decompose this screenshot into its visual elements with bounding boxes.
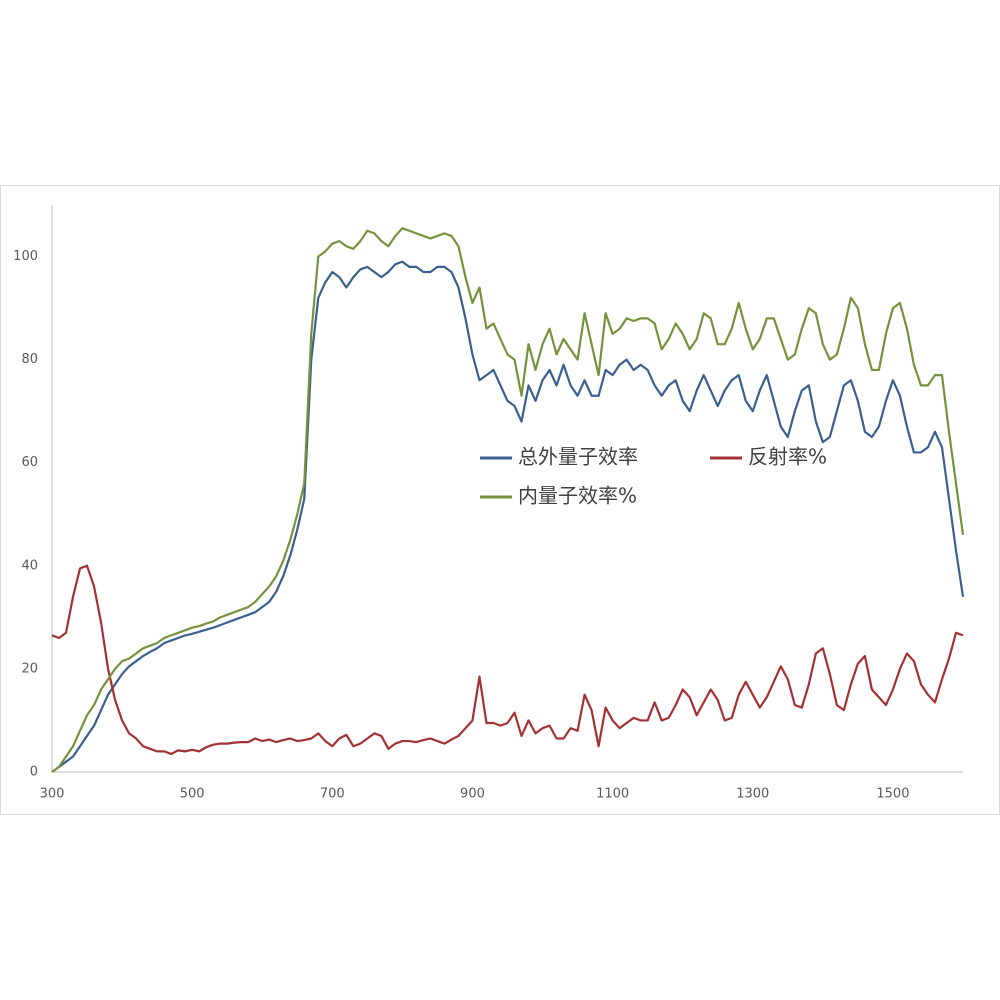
series-line xyxy=(51,227,965,773)
y-tick-label: 100 xyxy=(13,249,38,264)
series-line xyxy=(51,564,964,756)
series-line xyxy=(51,260,965,773)
x-tick-label: 500 xyxy=(180,787,205,802)
chart-frame xyxy=(0,185,1000,815)
x-tick-label: 1300 xyxy=(736,787,769,802)
legend-label: 反射率% xyxy=(748,445,827,469)
y-tick-label: 0 xyxy=(30,765,38,780)
y-tick-label: 60 xyxy=(21,455,38,470)
y-tick-label: 20 xyxy=(21,661,38,676)
y-tick-label: 80 xyxy=(21,352,38,367)
legend-label: 内量子效率% xyxy=(518,484,637,508)
x-tick-label: 300 xyxy=(40,787,65,802)
x-tick-label: 1100 xyxy=(596,787,629,802)
x-tick-label: 700 xyxy=(320,787,345,802)
x-tick-label: 900 xyxy=(460,787,485,802)
y-tick-label: 40 xyxy=(21,558,38,573)
legend-label: 总外量子效率 xyxy=(518,445,638,469)
x-tick-label: 1500 xyxy=(876,787,909,802)
